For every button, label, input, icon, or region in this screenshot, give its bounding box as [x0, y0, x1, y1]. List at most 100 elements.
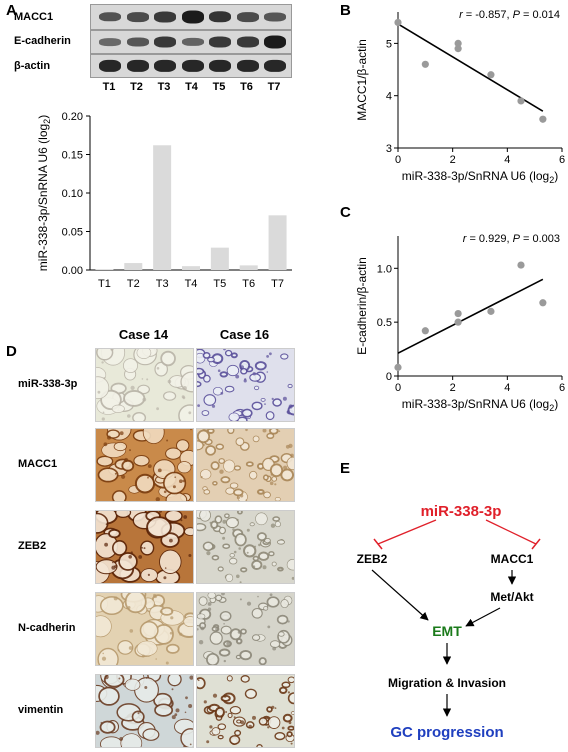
- scatter-c-x-tick-label: 4: [504, 382, 510, 394]
- bar-y-tick-label: 0.15: [62, 150, 83, 162]
- blot-lane-label: T1: [102, 81, 116, 93]
- ihc-row-label: MACC1: [18, 458, 58, 470]
- scatter-c-y-tick-label: 0: [386, 371, 392, 383]
- band-macc1-t6: [236, 12, 259, 22]
- blot-lane-label: T3: [157, 81, 171, 93]
- inhibit-bar-macc1: [531, 538, 541, 550]
- scatter-b-y-tick-label: 3: [386, 143, 392, 155]
- blot-lane-label: T7: [267, 81, 281, 93]
- bar-t2: [124, 263, 143, 270]
- blot-lane-label: T4: [185, 81, 198, 93]
- bar-x-tick-label: T3: [156, 278, 169, 290]
- blot-label-actin: β-actin: [14, 60, 51, 72]
- scatter-b-regression-line: [397, 23, 544, 112]
- ihc-row-label: vimentin: [18, 704, 64, 716]
- band-actin-t5: [209, 59, 231, 73]
- scatter-b-x-tick-label: 0: [395, 154, 401, 166]
- panel-label-b: B: [340, 2, 351, 19]
- bar-t1: [95, 269, 114, 270]
- case-label-16: Case 16: [219, 327, 270, 342]
- scatter-b-point: [454, 39, 462, 47]
- scatter-c-y-tick-label: 0.5: [377, 317, 392, 329]
- scatter-b-x-tick-label: 6: [559, 154, 565, 166]
- ihc-image-mir-338-3p-case-14: [95, 348, 194, 422]
- band-macc1-t3: [154, 11, 176, 23]
- bar-x-tick-label: T2: [127, 278, 140, 290]
- scatter-b-annotation: r = -0.857, P = 0.014: [459, 9, 560, 21]
- panel-label-a: A: [6, 2, 17, 19]
- scatter-b-point: [394, 18, 402, 27]
- arrow-metakt-emt: [465, 607, 501, 627]
- bar-y-tick-label: 0.00: [62, 265, 83, 277]
- bar-x-tick-label: T4: [185, 278, 198, 290]
- scatter-c-x-axis-label: miR-338-3p/SnRNA U6 (log2): [402, 397, 558, 413]
- node-zeb2: ZEB2: [357, 552, 388, 566]
- band-actin-t3: [154, 59, 176, 73]
- ihc-image-macc1-case-14: [95, 428, 194, 502]
- ihc-image-zeb2-case-16: [196, 510, 295, 584]
- bar-y-tick-label: 0.05: [62, 227, 83, 239]
- blot-label-macc1: MACC1: [14, 11, 54, 23]
- ihc-image-macc1-case-16: [196, 428, 295, 502]
- panel-label-d: D: [6, 343, 17, 360]
- band-macc1-t2: [126, 12, 149, 22]
- node-gc-progression: GC progression: [390, 724, 503, 741]
- scatter-c-point: [394, 363, 402, 371]
- case-label-14: Case 14: [118, 327, 169, 342]
- bar-t4: [182, 266, 200, 270]
- band-macc1-t1: [99, 12, 121, 22]
- ihc-image-n-cadherin-case-16: [196, 592, 295, 666]
- scatter-c-point: [487, 307, 495, 315]
- scatter-b-y-axis-label: MACC1/β-actin: [355, 39, 369, 121]
- band-macc1-t5: [209, 11, 231, 23]
- ihc-row-label: N-cadherin: [18, 622, 76, 634]
- node-mir338: miR-338-3p: [421, 503, 502, 520]
- scatter-b-point: [454, 45, 462, 53]
- scatter-c-regression-line: [397, 278, 544, 354]
- band-ecadherin-t1: [99, 38, 121, 46]
- band-ecadherin-t4: [181, 37, 204, 47]
- scatter-ecadherin: 0 2 4 6 0 0.5 1.0 r = 0.929, P = 0.003 miR-338-3…: [355, 233, 565, 413]
- band-ecadherin-t6: [236, 36, 259, 48]
- bar-t7: [268, 215, 287, 270]
- arrow-zeb2-emt: [371, 569, 429, 621]
- band-ecadherin-t2: [126, 37, 149, 47]
- scatter-c-annotation: r = 0.929, P = 0.003: [463, 233, 560, 245]
- panel-label-c: C: [340, 204, 351, 221]
- band-actin-t1: [99, 59, 121, 73]
- pathway-diagram: miR-338-3p ZEB2 MACC1 Met/Akt EMT Migrat…: [357, 503, 541, 741]
- band-actin-t4: [181, 59, 204, 73]
- scatter-b-point: [517, 97, 525, 105]
- node-emt: EMT: [432, 623, 462, 639]
- scatter-c-x-tick-label: 6: [559, 382, 565, 394]
- scatter-b-point: [487, 71, 495, 79]
- band-actin-t2: [126, 59, 149, 73]
- scatter-b-y-tick-label: 5: [386, 38, 392, 50]
- band-ecadherin-t5: [209, 36, 231, 48]
- scatter-b-x-tick-label: 4: [504, 154, 510, 166]
- blot-lane-label: T5: [212, 81, 226, 93]
- bar-chart-mir338: 0.00 0.05 0.10 0.15 0.20 T1 T2 T3 T4 T5 T6 T7 miR-33…: [36, 111, 292, 290]
- band-actin-t6: [236, 59, 259, 73]
- blot-lane-label: T2: [130, 81, 143, 93]
- band-ecadherin-t7: [264, 35, 286, 49]
- inhibit-bar-zeb2: [373, 538, 383, 550]
- scatter-c-point: [421, 327, 429, 335]
- band-ecadherin-t3: [154, 36, 176, 48]
- inhibit-line-macc1: [485, 519, 537, 545]
- scatter-b-x-axis-label: miR-338-3p/SnRNA U6 (log2): [402, 169, 558, 185]
- bar-y-tick-label: 0.10: [62, 188, 83, 200]
- ihc-image-n-cadherin-case-14: [95, 592, 194, 666]
- blot-strip-actin: [90, 54, 292, 78]
- scatter-c-point: [454, 318, 462, 326]
- bar-x-tick-label: T7: [271, 278, 284, 290]
- bar-x-tick-label: T5: [213, 278, 226, 290]
- bar-t6: [239, 265, 258, 270]
- scatter-b-x-tick-label: 2: [450, 154, 456, 166]
- panel-label-e: E: [340, 460, 351, 477]
- band-actin-t7: [264, 59, 286, 73]
- node-macc1: MACC1: [491, 552, 534, 566]
- scatter-c-y-axis-label: E-cadherin/β-actin: [355, 257, 369, 355]
- scatter-c-x-tick-label: 0: [395, 382, 401, 394]
- blot-label-ecadherin: E-cadherin: [14, 35, 71, 47]
